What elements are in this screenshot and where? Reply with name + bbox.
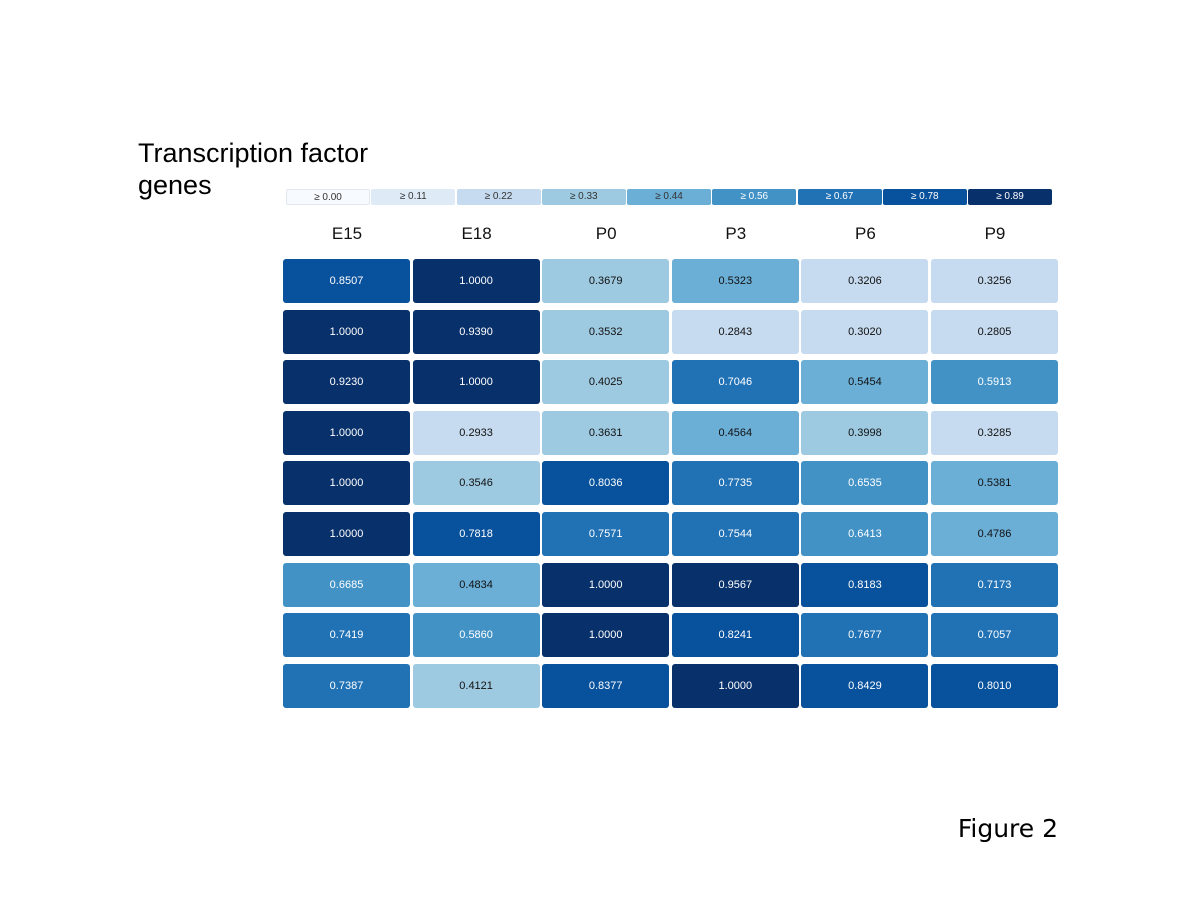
column-header: E15	[331, 224, 363, 243]
heatmap-cell: 0.7677	[801, 613, 929, 658]
heatmap-cell: 0.3020	[801, 309, 929, 354]
heatmap-cell: 1.0000	[412, 360, 540, 405]
heatmap-cell: 0.2933	[412, 410, 540, 455]
heatmap-cell: 1.0000	[283, 461, 410, 506]
heatmap-cell: 0.7544	[671, 512, 799, 556]
heatmap-cell: 0.3679	[542, 259, 670, 303]
heatmap-cell: 0.8507	[283, 259, 410, 303]
heatmap-cell: 0.4786	[931, 512, 1058, 556]
heatmap-cell: 0.2805	[931, 309, 1058, 354]
heatmap-cell: 0.4834	[412, 562, 540, 607]
legend-item: ≥ 0.56	[712, 189, 797, 205]
heatmap-cell: 0.6413	[801, 512, 929, 556]
heatmap-cell: 0.8429	[801, 663, 929, 708]
column-header: P9	[984, 224, 1006, 243]
heatmap-cell: 1.0000	[542, 613, 670, 658]
heatmap-cell: 0.5913	[931, 360, 1058, 405]
column-header: P0	[595, 224, 617, 243]
heatmap-cell: 0.4121	[412, 663, 540, 708]
heatmap-cell: 0.8183	[801, 562, 929, 607]
heatmap-cell: 0.7173	[931, 562, 1058, 607]
heatmap-cell: 1.0000	[283, 512, 410, 556]
heatmap-cell: 1.0000	[283, 410, 410, 455]
heatmap-cell: 0.4564	[671, 410, 799, 455]
heatmap-cell: 0.7818	[412, 512, 540, 556]
legend-item: ≥ 0.67	[797, 189, 882, 205]
heatmap-cell: 0.7046	[671, 360, 799, 405]
heatmap-cell: 0.8241	[671, 613, 799, 658]
legend-item: ≥ 0.00	[286, 189, 370, 205]
heatmap-cell: 1.0000	[283, 309, 410, 354]
legend-item: ≥ 0.22	[456, 189, 541, 205]
heatmap-cell: 0.3546	[412, 461, 540, 506]
heatmap-cell: 1.0000	[412, 259, 540, 303]
heatmap-cell: 0.4025	[542, 360, 670, 405]
heatmap-cell: 0.5454	[801, 360, 929, 405]
heatmap-cell: 0.9230	[283, 360, 410, 405]
heatmap-cell: 0.5860	[412, 613, 540, 658]
heatmap-cell: 0.7735	[671, 461, 799, 506]
legend-item: ≥ 0.78	[882, 189, 967, 205]
heatmap-cell: 0.3256	[931, 259, 1058, 303]
heatmap-cell: 0.7387	[283, 663, 410, 708]
heatmap-cell: 0.7571	[542, 512, 670, 556]
heatmap-cell: 1.0000	[542, 562, 670, 607]
heatmap-cell: 0.8010	[931, 663, 1058, 708]
heatmap-cell: 0.3285	[931, 410, 1058, 455]
legend-item: ≥ 0.44	[627, 189, 711, 205]
legend-item: ≥ 0.11	[371, 189, 456, 205]
heatmap-cell: 0.9390	[412, 309, 540, 354]
heatmap-cell: 0.8036	[542, 461, 670, 506]
heatmap-cell: 0.3532	[542, 309, 670, 354]
heatmap-cell: 0.5381	[931, 461, 1058, 506]
heatmap-cell: 0.7419	[283, 613, 410, 658]
column-header: E18	[461, 224, 492, 243]
column-header: P3	[725, 224, 747, 243]
chart-title: Transcription factor genes	[138, 138, 369, 200]
heatmap-cell: 0.3206	[801, 259, 929, 303]
legend-item: ≥ 0.89	[968, 189, 1052, 205]
heatmap-cell: 0.3998	[801, 410, 929, 455]
column-header: P6	[854, 224, 876, 243]
heatmap-cell: 0.3631	[542, 410, 670, 455]
heatmap-cell: 0.2843	[671, 309, 799, 354]
heatmap-cell: 1.0000	[671, 663, 799, 708]
heatmap-cell: 0.6685	[283, 562, 410, 607]
legend-item: ≥ 0.33	[541, 189, 626, 205]
heatmap-cell: 0.7057	[931, 613, 1058, 658]
heatmap-cell: 0.9567	[671, 562, 799, 607]
heatmap-cell: 0.5323	[671, 259, 799, 303]
heatmap-cell: 0.6535	[801, 461, 929, 506]
figure-label: Figure 2	[957, 814, 1058, 843]
heatmap-cell: 0.8377	[542, 663, 670, 708]
